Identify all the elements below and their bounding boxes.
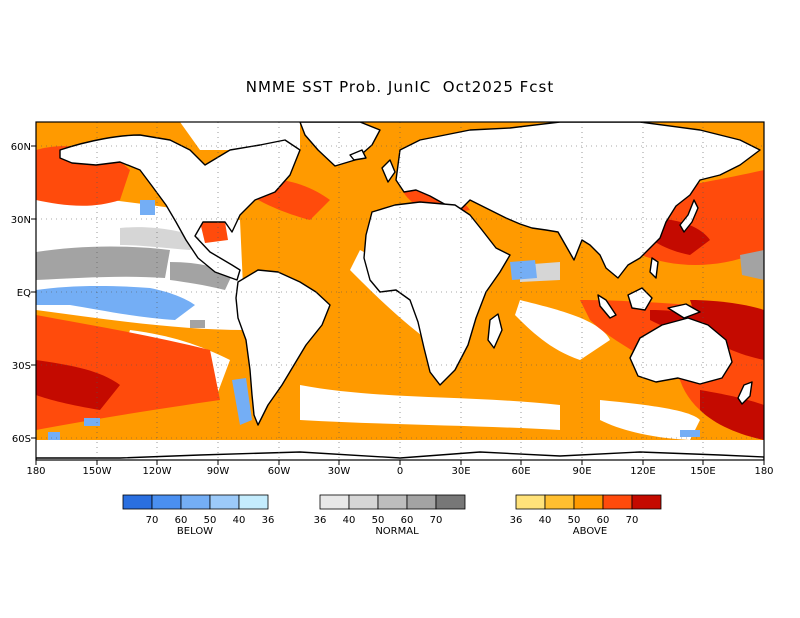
borneo <box>627 287 653 311</box>
legend-tick: 40 <box>539 515 552 526</box>
legend-tick: 50 <box>372 515 385 526</box>
sumatra <box>597 294 617 319</box>
legend-label: NORMAL <box>375 526 419 537</box>
legend-swatch <box>544 494 575 510</box>
japan <box>679 199 699 233</box>
legend-tick: 60 <box>175 515 188 526</box>
new-guinea <box>667 303 701 319</box>
lat-label: 60S <box>12 434 31 445</box>
legend-swatch <box>151 494 182 510</box>
legend-tick: 50 <box>568 515 581 526</box>
legend-swatch <box>348 494 379 510</box>
legend-swatch <box>180 494 211 510</box>
lat-label: 30S <box>12 361 31 372</box>
lon-label: 180 <box>754 466 773 477</box>
legend-swatch <box>209 494 240 510</box>
australia <box>629 317 733 385</box>
lon-label: 150E <box>690 466 715 477</box>
legend-swatch <box>406 494 437 510</box>
legend-swatch <box>435 494 466 510</box>
legend-swatch <box>515 494 546 510</box>
legend-tick: 70 <box>626 515 639 526</box>
legend-swatch <box>573 494 604 510</box>
iceland <box>349 149 367 161</box>
legend-label: BELOW <box>177 526 213 537</box>
legend-tick: 36 <box>510 515 523 526</box>
axis-ticks <box>31 145 765 465</box>
lon-label: 150W <box>83 466 112 477</box>
below-areas <box>36 200 700 440</box>
latitude-labels: 60N 30N EQ 30S 60S <box>11 142 31 445</box>
legend-normal: 36 40 50 60 70 NORMAL <box>314 494 466 537</box>
lon-label: 30E <box>451 466 470 477</box>
lon-label: 180 <box>26 466 45 477</box>
philippines <box>649 257 659 279</box>
legend-tick: 60 <box>401 515 414 526</box>
lat-label: 30N <box>11 215 31 226</box>
lon-label: 90W <box>207 466 230 477</box>
legend-tick: 70 <box>430 515 443 526</box>
legend-tick: 36 <box>314 515 327 526</box>
legend-tick: 70 <box>146 515 159 526</box>
above-70-areas <box>36 218 764 440</box>
lon-label: 120W <box>143 466 172 477</box>
legend-above: 36 40 50 60 70 ABOVE <box>510 494 662 537</box>
legend-tick: 60 <box>597 515 610 526</box>
legend-label: ABOVE <box>573 526 607 537</box>
legend-swatch <box>602 494 633 510</box>
legend-swatch <box>631 494 662 510</box>
lon-label: 30W <box>328 466 351 477</box>
legend-tick: 40 <box>343 515 356 526</box>
north-america <box>59 134 301 281</box>
madagascar <box>487 313 503 349</box>
africa <box>363 201 511 386</box>
longitude-labels: 180 150W 120W 90W 60W 30W 0 30E 60E 90E … <box>26 466 773 477</box>
uk <box>381 159 396 183</box>
legend-tick: 50 <box>204 515 217 526</box>
lon-label: 90E <box>572 466 591 477</box>
lat-label: EQ <box>17 288 31 299</box>
legend-tick: 40 <box>233 515 246 526</box>
lon-label: 60W <box>268 466 291 477</box>
lon-label: 0 <box>397 466 403 477</box>
legend-swatch <box>319 494 350 510</box>
lon-label: 60E <box>511 466 530 477</box>
new-zealand <box>737 381 753 405</box>
lat-label: 60N <box>11 142 31 153</box>
legend-swatch <box>377 494 408 510</box>
lon-label: 120E <box>630 466 655 477</box>
legend-swatch <box>122 494 153 510</box>
south-america <box>235 269 331 426</box>
legend-below: 70 60 50 40 36 BELOW <box>122 494 275 537</box>
legend-swatch <box>238 494 269 510</box>
legend-tick: 36 <box>262 515 275 526</box>
map-title: NMME SST Prob. JunIC Oct2025 Fcst <box>245 78 555 96</box>
